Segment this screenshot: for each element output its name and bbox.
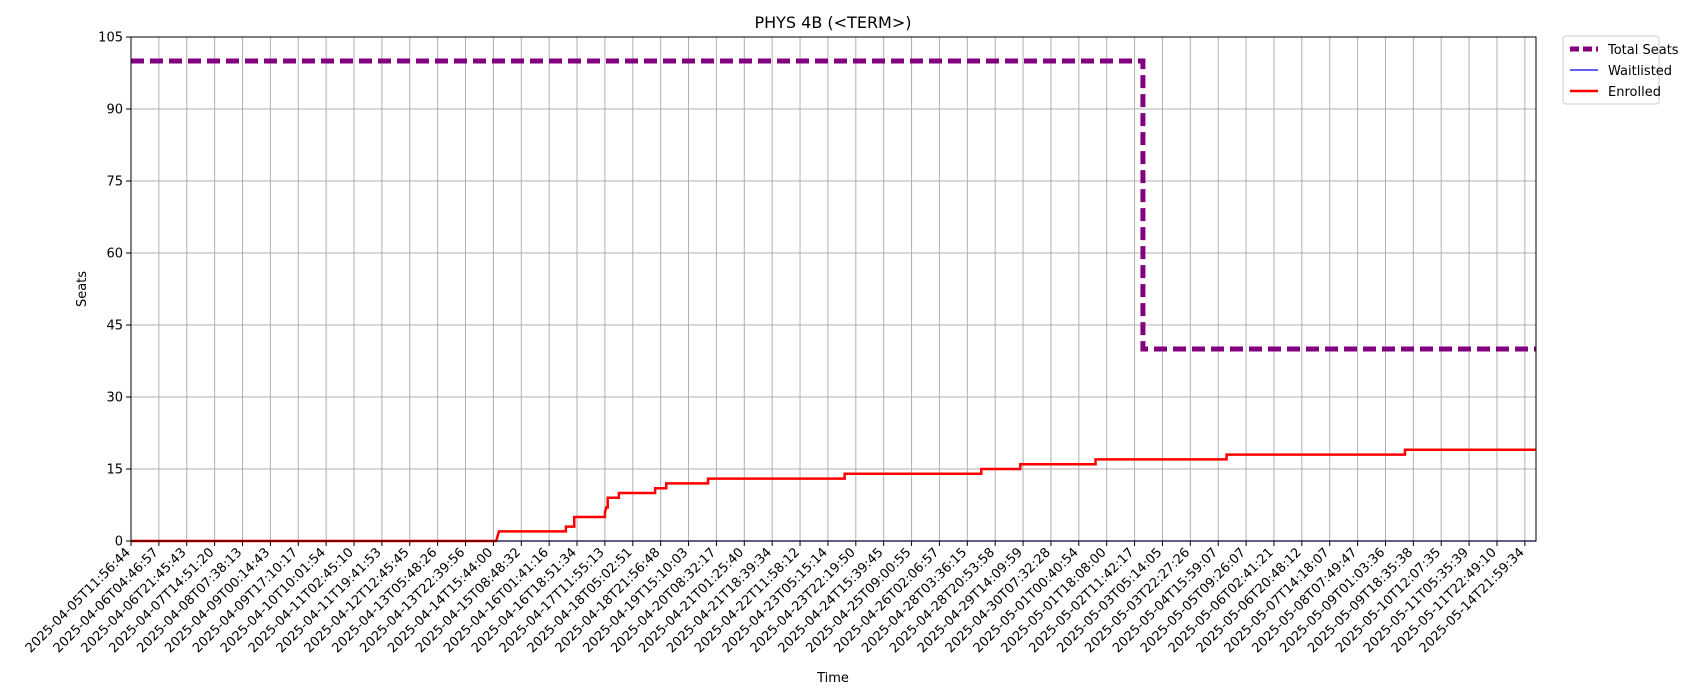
series-line-total-seats <box>131 58 1536 352</box>
y-tick-label: 60 <box>106 247 123 262</box>
y-tick-label: 0 <box>115 535 123 550</box>
legend-label-enrolled: Enrolled <box>1608 85 1661 100</box>
y-tick-label: 30 <box>106 391 123 406</box>
series-line-enrolled <box>131 448 1536 543</box>
legend: Total Seats Waitlisted Enrolled <box>1562 35 1679 105</box>
y-tick-label: 15 <box>106 463 123 478</box>
y-tick-label: 105 <box>98 31 123 46</box>
chart-title: PHYS 4B (<TERM>) <box>754 13 911 32</box>
legend-box <box>1562 35 1660 105</box>
legend-label-waitlisted: Waitlisted <box>1608 64 1672 79</box>
legend-label-total-seats: Total Seats <box>1607 43 1679 58</box>
y-axis-label: Seats <box>75 271 90 307</box>
x-ticks: 2025-04-05T11:56:442025-04-06T04:46:5720… <box>23 541 1528 656</box>
plot-frame <box>130 36 1537 542</box>
y-tick-label: 90 <box>106 103 123 118</box>
y-tick-label: 75 <box>106 175 123 190</box>
y-tick-label: 45 <box>106 319 123 334</box>
x-axis-label: Time <box>816 671 849 686</box>
y-ticks: 0 15 30 45 60 75 90 105 <box>98 31 131 550</box>
